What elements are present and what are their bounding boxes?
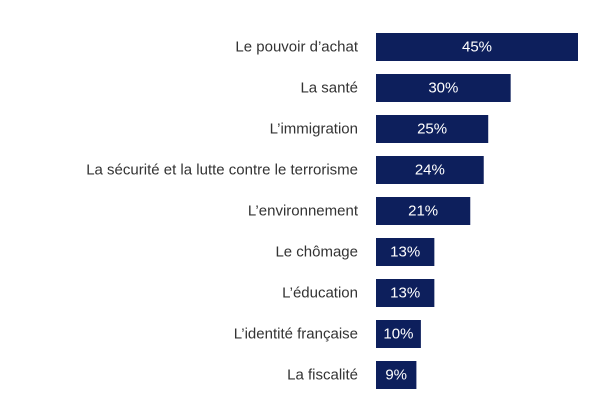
bar xyxy=(376,33,578,61)
value-label: 13% xyxy=(390,244,420,261)
value-label: 21% xyxy=(408,203,438,220)
value-label: 30% xyxy=(428,80,458,97)
bar xyxy=(376,156,484,184)
bar xyxy=(376,361,417,389)
value-label: 10% xyxy=(383,326,413,343)
value-label: 9% xyxy=(385,367,407,384)
bar xyxy=(376,279,435,307)
bar xyxy=(376,115,489,143)
category-label: Le pouvoir d’achat xyxy=(235,39,358,56)
value-label: 24% xyxy=(415,162,445,179)
category-label: L’éducation xyxy=(282,285,358,302)
bar xyxy=(376,320,421,348)
value-label: 25% xyxy=(417,121,447,138)
category-label: L’immigration xyxy=(270,121,358,138)
value-label: 13% xyxy=(390,285,420,302)
bar xyxy=(376,238,435,266)
category-label: L’environnement xyxy=(248,203,359,220)
value-label: 45% xyxy=(462,39,492,56)
bar xyxy=(376,74,511,102)
category-label: Le chômage xyxy=(275,244,358,261)
category-label: La fiscalité xyxy=(287,367,358,384)
category-label: La santé xyxy=(300,80,358,97)
bar xyxy=(376,197,471,225)
category-label: La sécurité et la lutte contre le terror… xyxy=(86,162,358,179)
category-label: L’identité française xyxy=(234,326,358,343)
